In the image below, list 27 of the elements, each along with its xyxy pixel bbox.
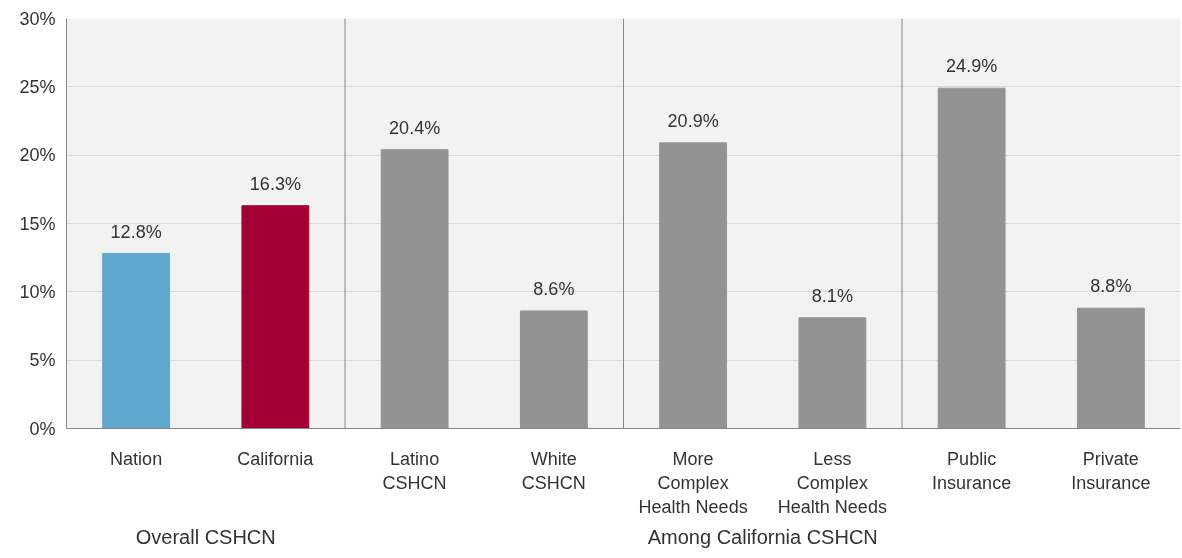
data-label: 20.4% — [389, 117, 441, 138]
y-tick-label: 0% — [29, 418, 56, 439]
y-tick-label: 30% — [19, 8, 56, 29]
data-label: 16.3% — [249, 173, 301, 194]
data-label: 24.9% — [946, 56, 998, 77]
x-tick-label: California — [237, 448, 315, 469]
y-tick-label: 5% — [29, 350, 56, 371]
x-tick-label: Latino CSHCN — [382, 448, 447, 493]
x-tick-label: Less Complex Health Needs — [777, 448, 887, 517]
data-label: 8.8% — [1090, 276, 1132, 297]
x-tick-label: Private Insurance — [1071, 448, 1151, 493]
data-label: 12.8% — [110, 221, 162, 242]
y-tick-label: 20% — [19, 145, 56, 166]
y-tick-label: 15% — [19, 213, 56, 234]
x-tick-label: Public Insurance — [932, 448, 1012, 493]
data-label: 20.9% — [667, 110, 719, 131]
data-label: 8.6% — [533, 278, 575, 299]
y-tick-label: 25% — [19, 76, 56, 97]
text: Among California CSHCN — [647, 525, 878, 548]
x-tick-label: Nation — [110, 448, 163, 469]
text: Overall CSHCN — [135, 525, 276, 548]
x-tick-label: More Complex Health Needs — [638, 448, 748, 517]
y-tick-label: 10% — [19, 281, 56, 302]
bar — [102, 253, 171, 429]
bar — [241, 205, 310, 429]
x-tick-label: White CSHCN — [521, 448, 586, 493]
data-label: 8.1% — [811, 285, 853, 306]
